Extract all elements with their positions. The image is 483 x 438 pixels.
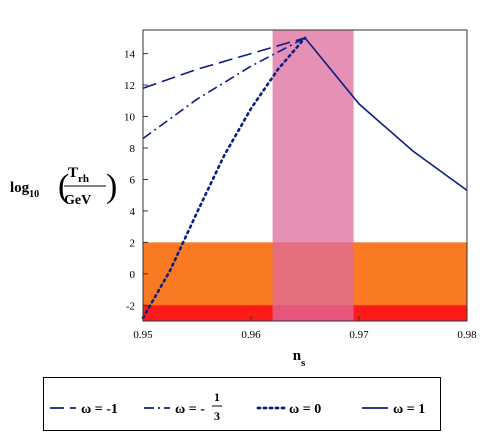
- legend-label: ω = 1: [393, 402, 425, 417]
- legend-label: ω = -: [175, 402, 205, 417]
- y-tick-label: 4: [130, 206, 136, 218]
- legend-item-2: ω = 0: [256, 402, 321, 417]
- y-axis-title-num: T: [68, 165, 78, 181]
- y-tick-label: 12: [124, 80, 135, 92]
- y-axis-right-paren: ): [106, 168, 117, 205]
- y-tick-label: 0: [130, 269, 136, 281]
- shaded-bands: [143, 30, 467, 321]
- y-axis-title-num-sub: rh: [78, 173, 89, 185]
- x-axis-ticks: 0.95 0.96 0.97 0.98: [133, 316, 477, 341]
- legend-label: ω = -1: [81, 402, 118, 417]
- svg-text:log10: log10: [10, 180, 39, 200]
- y-axis-title-log-sub: 10: [29, 189, 39, 200]
- x-tick-label: 0.98: [457, 329, 477, 341]
- series-line-1: [142, 37, 306, 140]
- y-tick-label: 2: [130, 237, 136, 249]
- svg-text:Trh: Trh: [68, 165, 89, 185]
- x-axis-title-main: n: [293, 348, 302, 364]
- legend-fraction-den: 3: [214, 409, 220, 423]
- series-line-3: [304, 37, 468, 192]
- x-tick-label: 0.97: [349, 329, 369, 341]
- y-tick-label: 6: [130, 174, 136, 186]
- y-axis-ticks: -2 0 2 4 6 8 10 12 14: [124, 49, 148, 312]
- x-axis-title-sub: s: [301, 357, 306, 369]
- y-tick-label: 14: [124, 49, 136, 61]
- y-axis-title: log10 ( Trh GeV ): [10, 165, 117, 208]
- x-axis-title: ns: [293, 348, 306, 369]
- legend-label: ω = 0: [289, 402, 321, 417]
- plot-frame: [142, 29, 468, 322]
- series-lines: [141, 36, 468, 320]
- y-axis-title-log: log: [10, 180, 30, 196]
- y-tick-label: 8: [130, 143, 136, 155]
- y-axis-title-den: GeV: [64, 193, 91, 208]
- chart-canvas: 0.95 0.96 0.97 0.98 -2 0 2 4 6 8 10 12 14 ns log10 …: [10, 29, 477, 369]
- band-2: [272, 30, 354, 321]
- legend-fraction-num: 1: [214, 390, 220, 404]
- series-line-0: [142, 37, 306, 89]
- series-line-2: [141, 36, 307, 320]
- x-tick-label: 0.96: [241, 329, 261, 341]
- x-tick-label: 0.95: [133, 329, 153, 341]
- y-tick-label: -2: [126, 300, 135, 312]
- legend-item-0: ω = -1: [50, 402, 118, 417]
- y-axis-left-paren: (: [58, 168, 69, 205]
- y-tick-label: 10: [124, 112, 136, 124]
- legend-item-1: ω = - 1 3: [144, 390, 222, 423]
- legend-item-3: ω = 1: [362, 402, 425, 417]
